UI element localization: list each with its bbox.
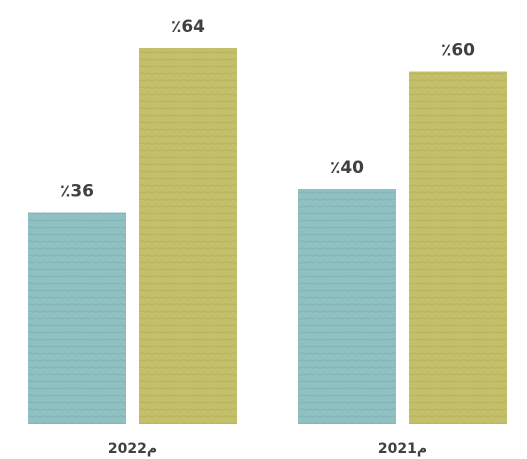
bar-0-0 <box>28 212 126 424</box>
bar-1-1 <box>409 71 507 424</box>
category-labels-group: 2022م 2021م <box>108 441 427 457</box>
bars-group <box>28 48 507 424</box>
bar-0-1 <box>139 48 237 424</box>
value-labels-group: ٪36 ٪64 ٪40 ٪60 <box>60 17 475 202</box>
value-label-1-0: ٪40 <box>330 158 364 178</box>
bar-1-0 <box>298 189 396 424</box>
category-label-1: 2021م <box>378 441 427 457</box>
value-label-1-1: ٪60 <box>441 41 475 61</box>
value-label-0-1: ٪64 <box>171 17 205 37</box>
value-label-0-0: ٪36 <box>60 182 94 202</box>
category-label-0: 2022م <box>108 441 157 457</box>
